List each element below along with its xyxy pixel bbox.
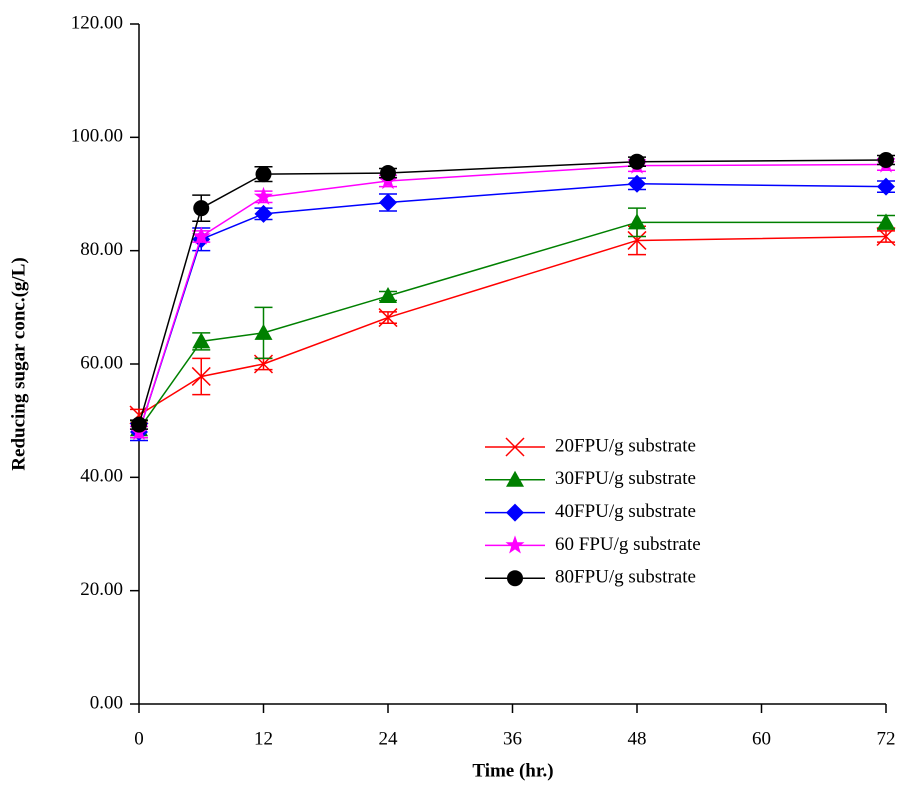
x-tick-label: 72 [877,728,896,749]
marker [380,165,396,182]
marker [876,226,896,247]
marker [628,213,646,230]
marker [627,230,647,250]
marker [628,174,646,193]
legend-marker [506,503,524,522]
y-axis-label: Reducing sugar conc.(g/L) [8,257,29,470]
y-tick-label: 120.00 [71,12,123,33]
marker [192,332,211,349]
series-line [138,159,887,425]
marker [254,186,273,205]
marker [254,204,273,223]
x-tick-label: 48 [628,728,647,749]
legend-marker [505,535,525,554]
series-line [138,235,887,416]
series-line [138,183,887,433]
legend-marker [507,570,523,587]
marker [193,200,210,217]
marker [255,166,272,183]
legend: 20FPU/g substrate 30FPU/g substrate 40FPU/… [485,435,701,588]
x-tick-label: 36 [503,728,522,749]
x-tick-label: 24 [379,728,399,749]
marker [378,308,398,328]
series-line [138,163,887,433]
legend-label: 40FPU/g substrate [555,501,696,522]
marker [878,152,894,168]
x-tick-label: 0 [134,728,144,749]
marker [131,416,147,433]
marker [191,226,211,245]
marker [877,177,895,196]
y-tick-label: 80.00 [80,239,123,260]
series-line [138,221,886,430]
y-tick-label: 100.00 [71,126,123,147]
legend-label: 60 FPU/g substrate [555,534,701,555]
legend-label: 30FPU/g substrate [555,468,696,489]
x-tick-label: 12 [254,728,273,749]
y-tick-label: 40.00 [80,466,123,487]
marker [379,287,397,303]
marker [191,366,211,386]
legend-label: 80FPU/g substrate [555,567,696,588]
y-tick-label: 60.00 [80,352,123,373]
y-tick-label: 0.00 [90,692,123,713]
legend-marker [506,470,524,487]
marker [629,153,645,170]
marker [254,323,273,340]
x-axis-label: Time (hr.) [472,760,553,781]
legend-label: 20FPU/g substrate [555,435,696,456]
marker [877,213,895,230]
x-tick-label: 60 [752,728,771,749]
marker [379,193,397,212]
y-tick-label: 20.00 [80,579,123,600]
legend-marker [505,437,525,457]
